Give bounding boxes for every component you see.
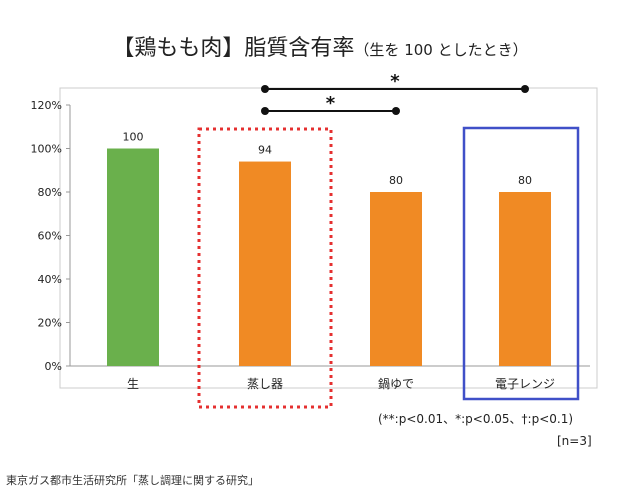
bar-電子レンジ: [499, 192, 551, 366]
sample-size: [n=3]: [557, 434, 592, 448]
data-label: 94: [258, 144, 272, 157]
significance-endpoint: [392, 107, 400, 115]
x-tick-label: 鍋ゆで: [378, 376, 414, 391]
significance-endpoint: [261, 85, 269, 93]
highlight-microwave: [462, 126, 580, 401]
highlight-steamer: [197, 127, 333, 409]
significance-endpoint: [261, 107, 269, 115]
bar-生: [107, 148, 159, 366]
bar-鍋ゆで: [370, 192, 422, 366]
x-tick-label: 蒸し器: [247, 377, 283, 391]
significance-endpoint: [521, 85, 529, 93]
chart-subtitle: （生を 100 としたとき）: [354, 41, 528, 59]
y-tick-label: 120%: [31, 99, 62, 112]
y-tick-label: 100%: [31, 143, 62, 156]
y-tick-label: 0%: [45, 360, 62, 373]
y-tick-label: 60%: [38, 230, 62, 243]
significance-legend: (**:p<0.01、*:p<0.05、†:p<0.1): [378, 412, 574, 426]
x-tick-label: 生: [127, 377, 139, 391]
y-tick-label: 80%: [38, 186, 62, 199]
significance-mark: *: [390, 71, 400, 92]
bar-蒸し器: [239, 161, 291, 366]
chart-title: 【鶏もも肉】脂質含有率（生を 100 としたとき）: [112, 36, 528, 61]
y-tick-label: 20%: [38, 317, 62, 330]
y-tick-label: 40%: [38, 273, 62, 286]
data-label: 80: [389, 174, 403, 187]
x-tick-label: 電子レンジ: [495, 377, 555, 391]
significance-mark: *: [326, 93, 336, 114]
data-label: 80: [518, 174, 532, 187]
data-label: 100: [123, 131, 144, 144]
source: 東京ガス都市生活研究所「蒸し調理に関する研究」: [6, 474, 259, 487]
